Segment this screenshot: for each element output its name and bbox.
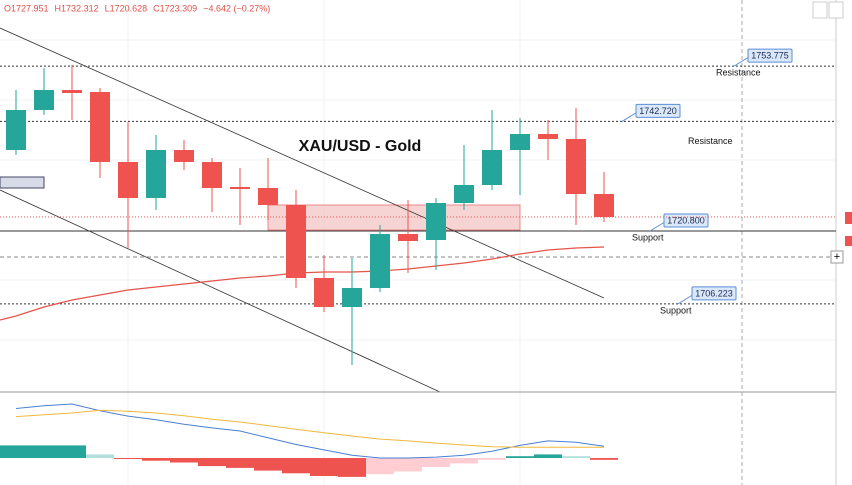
candle-body [454, 185, 474, 203]
macd-macd-line [15, 403, 605, 459]
candle-body [258, 188, 278, 205]
macd-histogram-bar [30, 445, 58, 458]
price-tag [845, 236, 852, 246]
candle-body [370, 234, 390, 288]
macd-histogram-bar [254, 458, 282, 471]
macd-histogram-bar [506, 456, 534, 458]
macd-histogram-bar [58, 445, 86, 458]
candle-body [146, 150, 166, 198]
trend-line [0, 189, 441, 393]
macd-histogram-bar [86, 454, 114, 458]
callout-box [691, 286, 737, 301]
macd-histogram-bar [310, 458, 338, 476]
trend-line [0, 27, 605, 299]
macd-histogram-bar [338, 458, 366, 477]
macd-histogram-bar [0, 445, 30, 458]
macd-histogram-bar [450, 458, 478, 464]
macd-histogram-bar [114, 458, 142, 459]
candle-body [426, 203, 446, 240]
ohlc-legend: L1720.628 [105, 3, 148, 13]
macd-histogram-bar [590, 458, 618, 460]
candle-body [90, 92, 110, 162]
macd-histogram-bar [478, 458, 506, 460]
candle-body [314, 278, 334, 307]
macd-histogram-bar [226, 458, 254, 468]
level-text: Resistance [688, 136, 733, 146]
candle-body [34, 90, 54, 110]
callout-box [635, 103, 681, 118]
candle-body [482, 150, 502, 185]
drawing-box [0, 176, 45, 189]
candle-body [538, 134, 558, 139]
candle-body [398, 234, 418, 241]
candle-body [566, 139, 586, 194]
candle-body [62, 90, 82, 93]
macd-histogram-bar [198, 458, 226, 467]
macd-histogram-bar [394, 458, 422, 472]
callout-label: 1742.720 [639, 106, 677, 116]
price-tag [845, 212, 852, 224]
level-text: Support [632, 232, 664, 242]
candle-body [202, 162, 222, 188]
macd-signal-line [15, 409, 604, 448]
macd-histogram-bar [422, 458, 450, 467]
macd-histogram-bar [366, 458, 394, 475]
candle-body [286, 205, 306, 278]
macd-histogram-bar [534, 454, 562, 458]
ohlc-legend: H1732.312 [55, 3, 99, 13]
callout-box [747, 48, 793, 63]
candle-body [174, 150, 194, 162]
ohlc-legend: −4.642 (−0.27%) [203, 3, 270, 13]
add-button[interactable] [830, 250, 844, 264]
candle-body [230, 187, 250, 189]
callout-label: 1753.775 [751, 51, 789, 61]
ohlc-legend: O1727.951 [4, 3, 49, 13]
add-icon[interactable]: + [834, 251, 840, 263]
callout-label: 1706.223 [695, 288, 733, 298]
ohlc-legend: C1723.309 [153, 3, 197, 13]
candle-body [510, 134, 530, 150]
macd-histogram-bar [170, 458, 198, 463]
level-text: Resistance [716, 68, 761, 78]
macd-histogram-bar [142, 458, 170, 461]
candle-body [118, 162, 138, 198]
zone-box [267, 204, 521, 231]
download-button[interactable] [812, 1, 828, 19]
chart-title: XAU/USD - Gold [299, 138, 422, 155]
candle-body [6, 110, 26, 150]
macd-histogram-bar [282, 458, 310, 474]
level-text: Support [660, 305, 692, 315]
candle-body [342, 288, 362, 307]
callout-label: 1720.800 [667, 215, 705, 225]
macd-histogram-bar [562, 456, 590, 458]
candle-body [594, 194, 614, 217]
menu-button[interactable] [828, 1, 844, 19]
